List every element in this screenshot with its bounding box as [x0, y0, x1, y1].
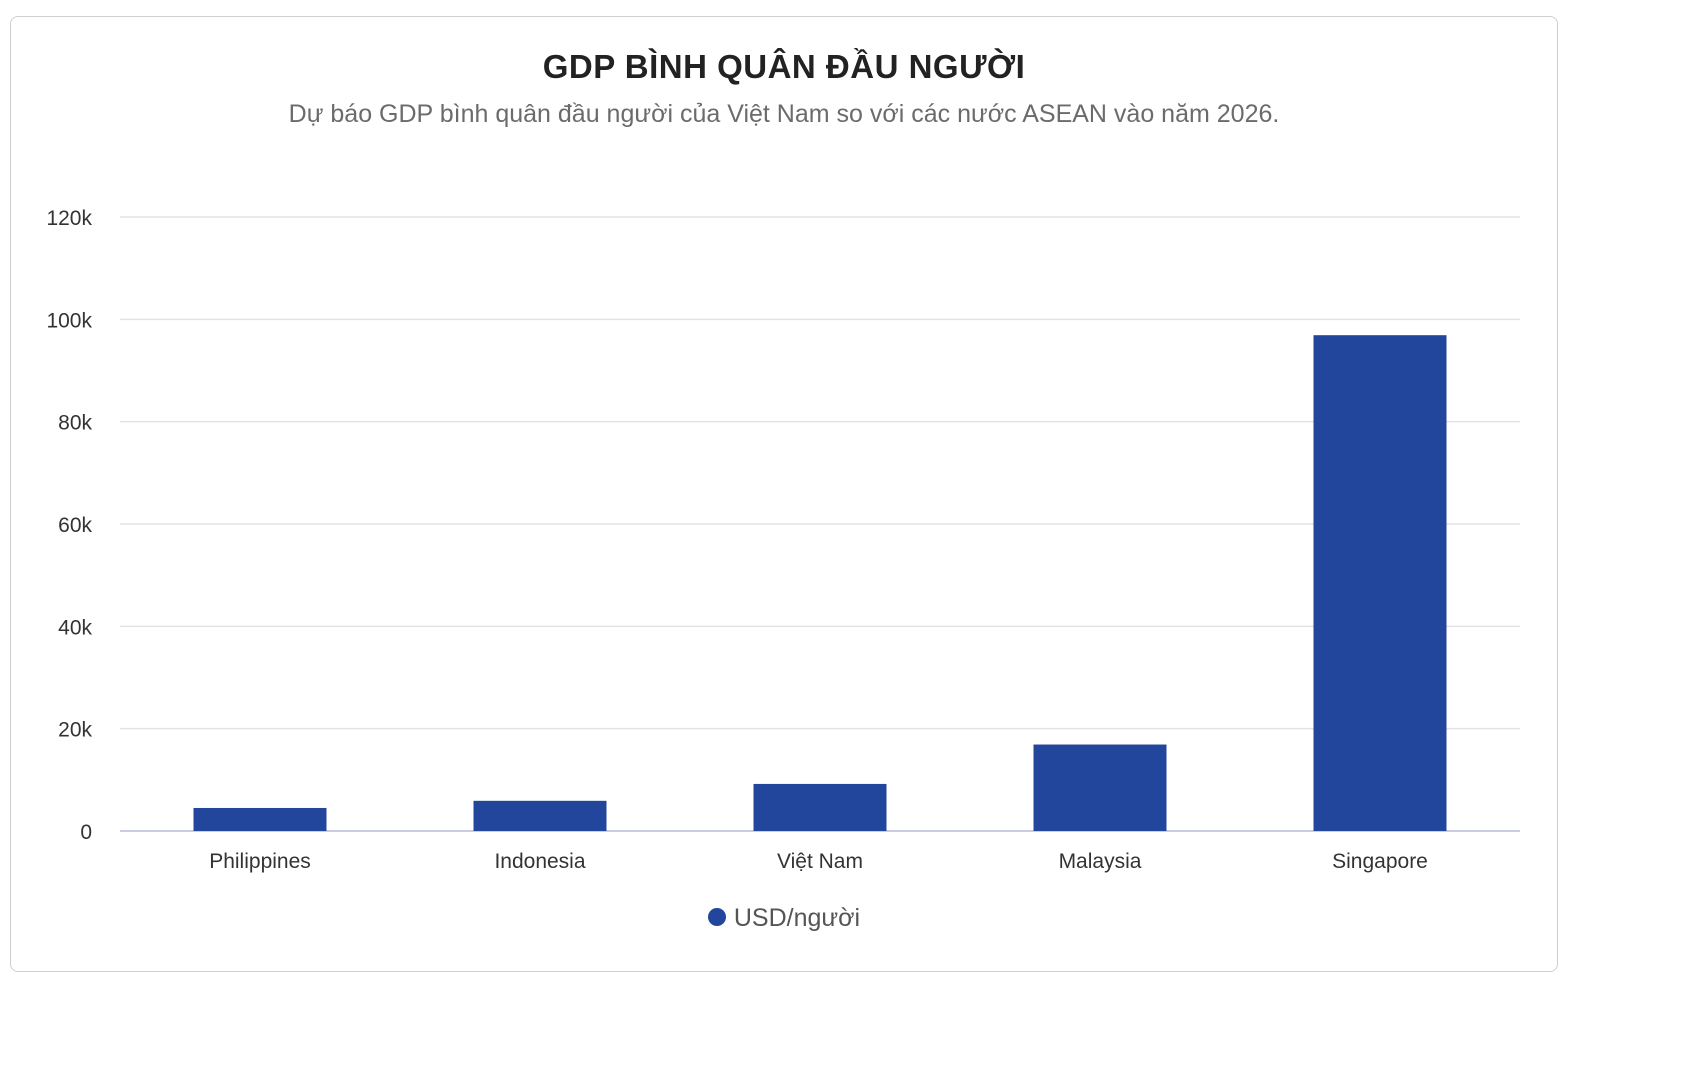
y-tick-label: 80k	[58, 412, 92, 435]
legend-label: USD/người	[733, 904, 861, 932]
legend-marker-icon	[707, 908, 726, 927]
bar[interactable]	[753, 783, 887, 831]
x-tick-label: Philippines	[209, 850, 311, 873]
bar[interactable]	[193, 807, 327, 831]
y-axis-ticks: 0 20k 40k 60k 80k 100k 120k	[46, 207, 92, 844]
chart-title: GDP BÌNH QUÂN ĐẦU NGƯỜI	[542, 48, 1026, 85]
bar[interactable]	[473, 800, 607, 831]
legend[interactable]: USD/người	[0, 904, 1568, 933]
y-tick-label: 100k	[46, 309, 92, 332]
x-tick-label: Indonesia	[494, 850, 585, 873]
y-tick-label: 0	[80, 821, 92, 844]
bar[interactable]	[1313, 335, 1447, 831]
x-tick-label: Malaysia	[1059, 850, 1142, 873]
bars	[193, 335, 1447, 831]
y-tick-label: 20k	[58, 719, 92, 742]
y-tick-label: 120k	[46, 207, 92, 230]
bar[interactable]	[1033, 744, 1167, 831]
chart-subtitle: Dự báo GDP bình quân đầu người của Việt …	[288, 100, 1280, 128]
x-tick-label: Singapore	[1332, 850, 1428, 873]
y-tick-label: 40k	[58, 616, 92, 639]
x-axis-labels: Philippines Indonesia Việt Nam Malaysia Sing…	[209, 850, 1428, 873]
y-tick-label: 60k	[58, 514, 92, 537]
bar-chart-plot: 0 20k 40k 60k 80k 100k 120k Philippines Indones…	[46, 207, 1520, 873]
gridlines	[120, 216, 1520, 832]
x-tick-label: Việt Nam	[777, 850, 863, 873]
